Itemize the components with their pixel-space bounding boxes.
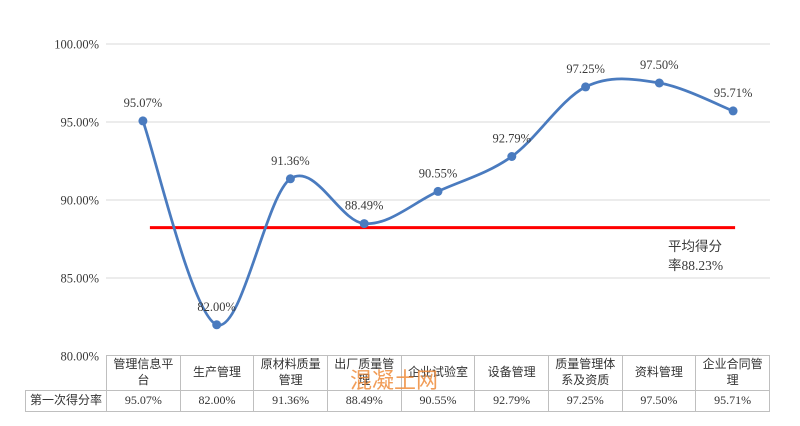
y-tick-label: 100.00% — [54, 38, 99, 52]
category-header: 质量管理体系及资质 — [547, 355, 623, 391]
category-header: 生产管理 — [179, 355, 255, 391]
score-cell: 95.07% — [106, 390, 181, 412]
data-point — [728, 106, 738, 116]
data-point — [654, 78, 664, 88]
series-line — [141, 77, 735, 327]
y-tick-label: 90.00% — [60, 194, 99, 208]
data-point — [507, 152, 517, 161]
score-table: 管理信息平台 生产管理 原材料质量管理 出厂质量管理 企业试验室 设备管理 质量管理体系及资… — [25, 355, 770, 412]
category-header: 企业合同管理 — [695, 355, 770, 391]
data-point — [138, 116, 148, 126]
score-cell: 97.25% — [547, 390, 623, 412]
score-cell: 88.49% — [326, 390, 402, 412]
score-cell: 90.55% — [400, 390, 476, 412]
score-cell: 91.36% — [253, 390, 328, 412]
data-point — [433, 186, 443, 196]
data-point — [285, 174, 295, 184]
score-cell: 82.00% — [179, 390, 255, 412]
data-label: 95.71% — [714, 86, 753, 100]
category-header: 出厂质量管理 — [326, 355, 402, 391]
data-label: 97.50% — [640, 58, 679, 72]
y-tick-label: 95.00% — [60, 116, 99, 130]
y-tick-label: 85.00% — [60, 272, 99, 286]
average-annotation: 平均得分 — [668, 238, 722, 254]
data-label: 88.49% — [345, 199, 384, 213]
watermark: 混凝土网 — [350, 368, 439, 393]
data-point — [212, 320, 222, 330]
data-label: 95.07% — [124, 96, 163, 110]
data-point — [359, 219, 369, 229]
y-tick-label: 80.00% — [60, 350, 99, 364]
score-cell: 95.71% — [695, 390, 770, 412]
data-label: 82.00% — [197, 300, 236, 314]
data-label: 97.25% — [566, 62, 605, 76]
score-cell: 97.50% — [621, 390, 697, 412]
average-annotation: 率88.23% — [668, 257, 723, 273]
table-corner-blank — [26, 356, 107, 391]
category-header: 管理信息平台 — [106, 355, 181, 391]
category-header: 原材料质量管理 — [253, 355, 328, 391]
category-header: 设备管理 — [474, 355, 549, 391]
row-label: 第一次得分率 — [25, 390, 107, 412]
data-label: 90.55% — [419, 166, 458, 180]
data-label: 91.36% — [271, 154, 310, 168]
score-cell: 92.79% — [474, 390, 549, 412]
category-header: 企业试验室 — [400, 355, 476, 391]
data-label: 92.79% — [493, 132, 532, 146]
category-header: 资料管理 — [621, 355, 697, 391]
data-point — [581, 82, 591, 92]
